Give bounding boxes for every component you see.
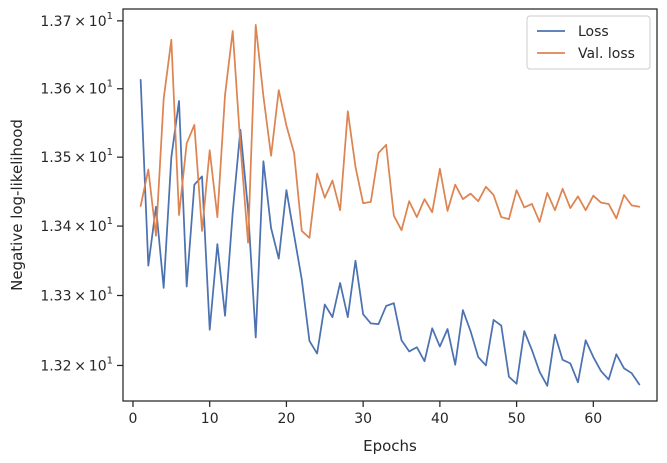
- y-axis-label: Negative log-likelihood: [8, 119, 26, 291]
- series-line-val-loss: [139, 24, 641, 244]
- x-tick-label: 60: [584, 411, 602, 427]
- y-tick-label: 1.37 × 101: [40, 11, 113, 30]
- x-tick-label: 10: [201, 411, 219, 427]
- y-tick-label: 1.33 × 101: [40, 286, 113, 305]
- plot-lines: [139, 24, 641, 387]
- x-tick-label: 20: [278, 411, 296, 427]
- y-axis: 1.32 × 101 1.33 × 101 1.34 × 101 1.35 × 101…: [40, 11, 123, 374]
- x-axis: 0 10 20 30 40 50 60: [129, 401, 602, 427]
- plot-frame: [122, 8, 658, 402]
- y-tick-label: 1.36 × 101: [40, 79, 113, 98]
- y-tick-label: 1.35 × 101: [40, 147, 113, 166]
- x-tick-label: 40: [431, 411, 449, 427]
- x-tick-label: 30: [354, 411, 372, 427]
- series-line-loss: [139, 79, 641, 387]
- x-axis-label: Epochs: [363, 437, 417, 455]
- y-tick-label: 1.32 × 101: [40, 355, 113, 374]
- y-tick-label: 1.34 × 101: [40, 216, 113, 235]
- legend-label-val-loss: Val. loss: [578, 46, 635, 62]
- x-tick-label: 50: [508, 411, 526, 427]
- x-tick-label: 0: [129, 411, 138, 427]
- legend-box: [526, 15, 651, 70]
- legend-label-loss: Loss: [578, 24, 609, 40]
- legend: Loss Val. loss: [526, 15, 651, 70]
